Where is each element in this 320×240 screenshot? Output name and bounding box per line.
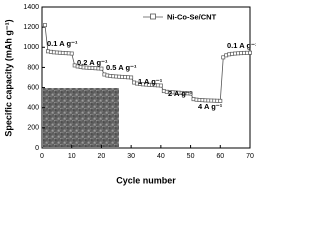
point	[43, 23, 47, 28]
point	[221, 55, 226, 60]
x-axis-label: Cycle number	[116, 175, 176, 185]
plot-frame	[41, 6, 251, 149]
x-tick-label: 20	[98, 153, 106, 160]
chart: Cycle number Specific capacity (mAh g⁻¹)…	[3, 4, 256, 186]
point	[99, 66, 104, 71]
y-tick-label: 600	[27, 84, 39, 91]
point	[218, 98, 223, 103]
y-tick-label: 200	[27, 125, 39, 132]
x-tick-label: 60	[216, 153, 224, 160]
annotation: 0.2 A g⁻¹	[77, 58, 108, 67]
annotation: 0.1 A g⁻¹	[227, 41, 256, 50]
annotation: 2 A g⁻¹	[168, 89, 193, 98]
y-tick-label: 800	[27, 64, 39, 71]
y-tick-label: 1200	[23, 24, 39, 31]
point	[188, 91, 193, 96]
x-tick-label: 30	[127, 153, 135, 160]
point	[69, 51, 74, 56]
point	[129, 75, 134, 80]
y-tick-label: 400	[27, 105, 39, 112]
x-tick-label: 50	[187, 153, 195, 160]
x-tick-label: 0	[40, 153, 44, 160]
legend-label: Ni-Co-Se/CNT	[167, 12, 217, 21]
inset-image	[43, 88, 119, 147]
y-tick-label: 0	[35, 145, 39, 152]
x-tick-label: 10	[68, 153, 76, 160]
point	[248, 50, 252, 55]
y-axis-label: Specific capacity (mAh g⁻¹)	[3, 19, 13, 136]
y-tick-label: 1400	[23, 4, 39, 11]
x-tick-label: 70	[246, 153, 254, 160]
y-tick-label: 1000	[23, 44, 39, 51]
annotation: 1 A g⁻¹	[138, 77, 163, 86]
annotation: 4 A g⁻¹	[198, 102, 223, 111]
point	[158, 83, 163, 88]
annotation: 0.1 A g⁻¹	[47, 39, 78, 48]
annotation: 0.5 A g⁻¹	[106, 63, 137, 72]
x-tick-label: 40	[157, 153, 165, 160]
legend-marker	[150, 13, 156, 20]
